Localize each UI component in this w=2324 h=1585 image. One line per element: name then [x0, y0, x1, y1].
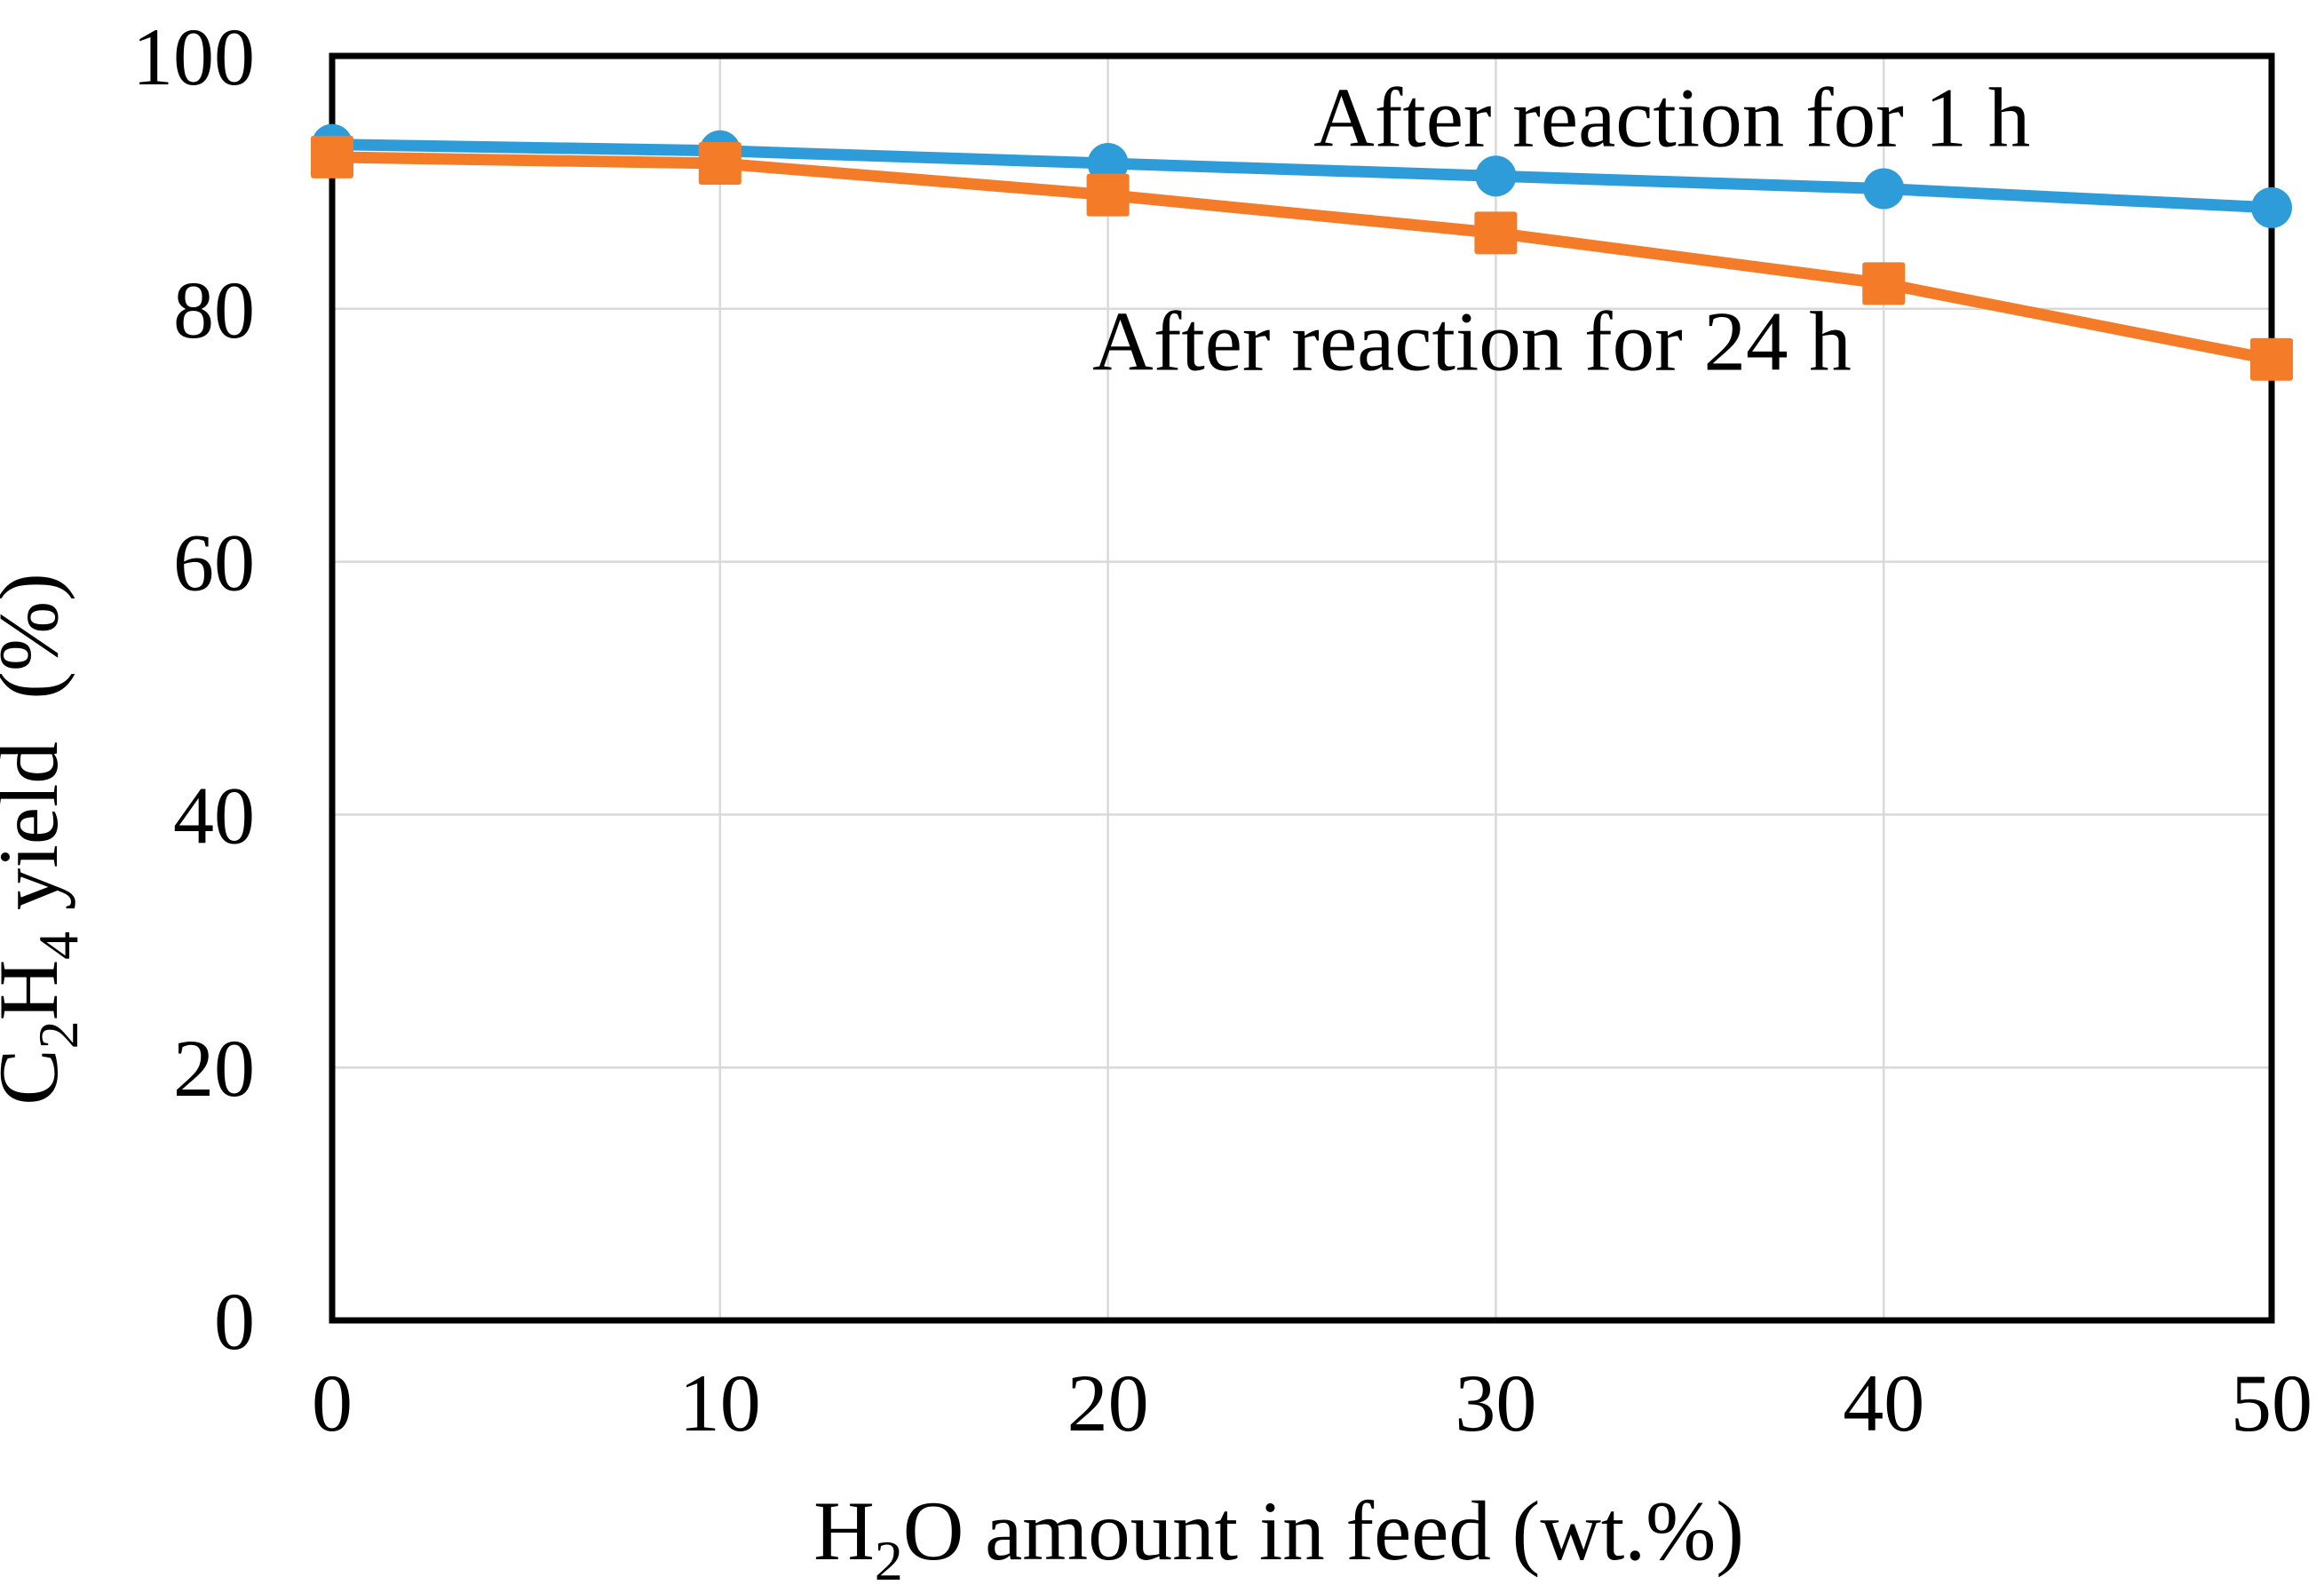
y-tick-label-100: 100	[132, 12, 255, 102]
x-axis-title: H2O amount in feed (wt.%)	[813, 1484, 1744, 1585]
x-tick-label-50: 50	[2231, 1358, 2312, 1448]
series-1h-marker-30	[1475, 155, 1517, 197]
y-tick-label-20: 20	[173, 1023, 255, 1113]
series-24h-marker-40	[1862, 262, 1906, 305]
series-24h-marker-20	[1086, 173, 1130, 217]
y-axis-title: C2H4 yield (%)	[0, 573, 90, 1106]
y-tick-label-80: 80	[173, 265, 255, 355]
plot-frame	[329, 52, 2275, 1324]
series-label-24h: After reaction for 24 h	[1092, 294, 1852, 388]
series-label-1h: After reaction for 1 h	[1313, 70, 2030, 164]
series-1h-marker-40	[1863, 168, 1905, 210]
series-24h-marker-10	[698, 142, 742, 186]
series-24h-marker-50	[2250, 337, 2293, 381]
y-tick-label-60: 60	[173, 518, 255, 608]
x-tick-label-0: 0	[312, 1358, 353, 1448]
x-tick-label-40: 40	[1843, 1358, 1924, 1448]
series-24h-marker-0	[311, 135, 353, 178]
x-tick-label-30: 30	[1455, 1358, 1536, 1448]
series-24h-marker-30	[1474, 211, 1518, 255]
series-1h-line	[331, 139, 2272, 214]
series-1h-marker-20	[1087, 143, 1129, 185]
x-tick-label-10: 10	[679, 1358, 761, 1448]
y-tick-label-40: 40	[173, 770, 255, 860]
y-tick-label-0: 0	[214, 1276, 255, 1367]
series-1h-marker-50	[2251, 186, 2292, 228]
series-24h-line	[331, 151, 2273, 366]
x-tick-label-20: 20	[1067, 1358, 1149, 1448]
